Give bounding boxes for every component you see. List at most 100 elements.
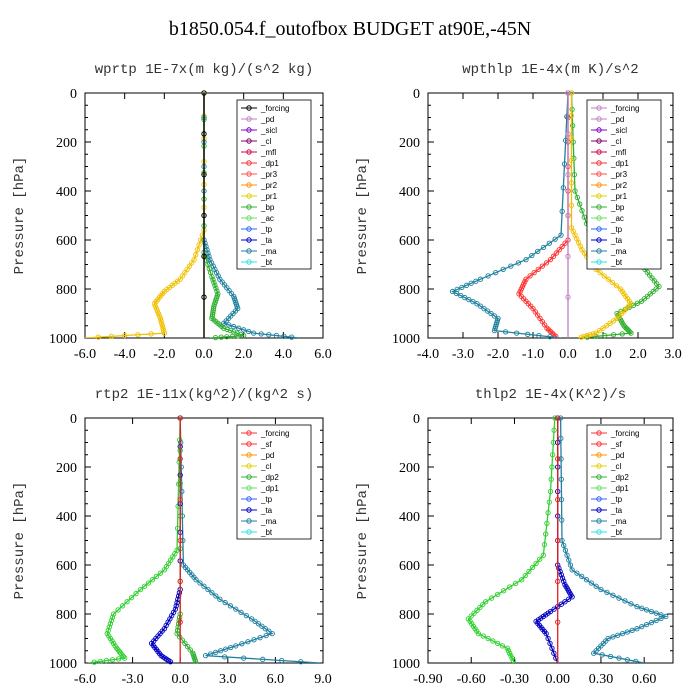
series-point-tp (462, 294, 468, 301)
series-point-pr1 (196, 242, 202, 248)
series-point-tp (628, 601, 634, 607)
series-point-dp1 (556, 247, 562, 253)
series-point-tp (622, 598, 628, 604)
series-point-dp1 (107, 621, 114, 627)
x-tick-label: -0.60 (457, 672, 486, 687)
legend-label: _tp (610, 495, 623, 504)
series-point-tp (251, 637, 257, 643)
x-tick-label: 2.0 (629, 347, 647, 362)
series-point-pr1 (158, 318, 164, 324)
series-point-dp1 (480, 601, 486, 608)
panel-title: wpthlp 1E-4x(m K)/s^2 (462, 62, 638, 78)
series-point-tp (639, 605, 645, 611)
series-point-ac (572, 188, 578, 194)
series-point-dp1 (109, 657, 116, 663)
legend-label: _ac (260, 214, 274, 223)
series-point-pr1 (161, 330, 167, 336)
legend-label: _mfl (260, 148, 276, 157)
series-point-forcing (201, 294, 207, 300)
chart-panel-4: thlp2 1E-4x(K^2)/s Pressure [hPa] 0 200 400 6… (355, 387, 674, 687)
series-point-tp (643, 607, 650, 613)
series-point-tp (546, 240, 552, 246)
legend-label: _dp2 (610, 473, 629, 482)
series-point-tp (204, 247, 210, 253)
series-point-dp1 (545, 510, 551, 516)
legend-label: _ta (610, 236, 623, 245)
legend-label: _sicl (260, 126, 277, 135)
x-tick-label: 6.0 (314, 347, 332, 362)
series-point-tp (222, 599, 228, 606)
series-point-dp1 (531, 270, 537, 276)
series-point-tp (639, 624, 645, 630)
series-point-tp (561, 161, 568, 167)
series-point-ac (634, 300, 641, 306)
legend-label: _sicl (610, 126, 627, 135)
legend-marker (246, 452, 252, 458)
series-point-tp (236, 325, 242, 331)
series-point-tp (458, 292, 464, 299)
legend-marker (596, 518, 602, 524)
series-point-pr1 (153, 305, 160, 312)
series-point-dp1 (501, 588, 507, 594)
series-point-tp (557, 415, 564, 421)
panel-title: wprtp 1E-7x(m kg)/(s^2 kg) (95, 62, 313, 78)
series-point-tp (591, 650, 597, 656)
legend-label: _ac (610, 214, 624, 223)
y-tick-label: 800 (399, 283, 420, 298)
series-point-dp1 (119, 603, 126, 609)
series-point-tp (643, 621, 650, 628)
series-point-tp (560, 185, 566, 191)
series-point-ac (229, 333, 236, 340)
legend-label: _tp (260, 225, 273, 234)
series-point-tp (262, 626, 269, 632)
series-point-pr1 (108, 333, 115, 340)
y-tick-label: 0 (70, 87, 77, 102)
series-point-ac (212, 334, 219, 341)
legend-label: _ma (260, 517, 277, 526)
series-point-tp (202, 240, 208, 246)
series-point-dp1 (537, 556, 543, 562)
series-point-dp1 (141, 583, 148, 589)
legend-marker (246, 529, 252, 535)
series-point-tp (558, 476, 564, 482)
legend-label: _dp1 (260, 484, 279, 493)
series-point-pr1 (194, 247, 201, 253)
y-tick-label: 600 (56, 234, 77, 249)
x-tick-label: -4.0 (114, 347, 136, 362)
y-tick-label: 800 (56, 283, 77, 298)
series-point-tp (558, 456, 564, 462)
series-point-tp (468, 280, 474, 286)
series-point-tp (583, 577, 590, 583)
series-point-pr1 (600, 325, 606, 331)
series-point-forcing (201, 172, 207, 178)
legend-marker (596, 529, 602, 535)
series-point-tp (207, 651, 214, 657)
legend-label: _pd (260, 115, 274, 124)
series-point-ac (619, 331, 625, 337)
legend-marker (596, 215, 602, 221)
y-tick-label: 400 (56, 510, 77, 525)
legend-marker (246, 463, 252, 469)
legend-marker (596, 259, 602, 265)
legend-label: _forcing (610, 104, 639, 113)
series-point-ta (551, 606, 557, 612)
series-point-dp1 (490, 638, 496, 644)
series-point-tp (259, 623, 265, 629)
chart-panel-2: wpthlp 1E-4x(m K)/s^2 Pressure [hPa] 0 200 4… (355, 62, 682, 362)
series-point-pr1 (198, 237, 204, 243)
series-point-tp (604, 589, 610, 596)
series-point-tp (466, 296, 472, 303)
y-tick-label: 1000 (392, 657, 420, 672)
series-point-dp1 (106, 624, 112, 630)
series-point-ta (543, 630, 549, 637)
series-point-dp1 (526, 568, 532, 575)
series-point-pr1 (584, 332, 590, 339)
series-point-forcing (201, 212, 207, 219)
series-point-tp (515, 260, 522, 266)
series-point-forcing (177, 415, 183, 421)
series-point-pr1 (157, 315, 164, 322)
legend-marker (246, 182, 252, 188)
series-point-tp (561, 542, 567, 549)
legend-label: _cl (260, 137, 271, 146)
series-point-tp (470, 299, 476, 305)
